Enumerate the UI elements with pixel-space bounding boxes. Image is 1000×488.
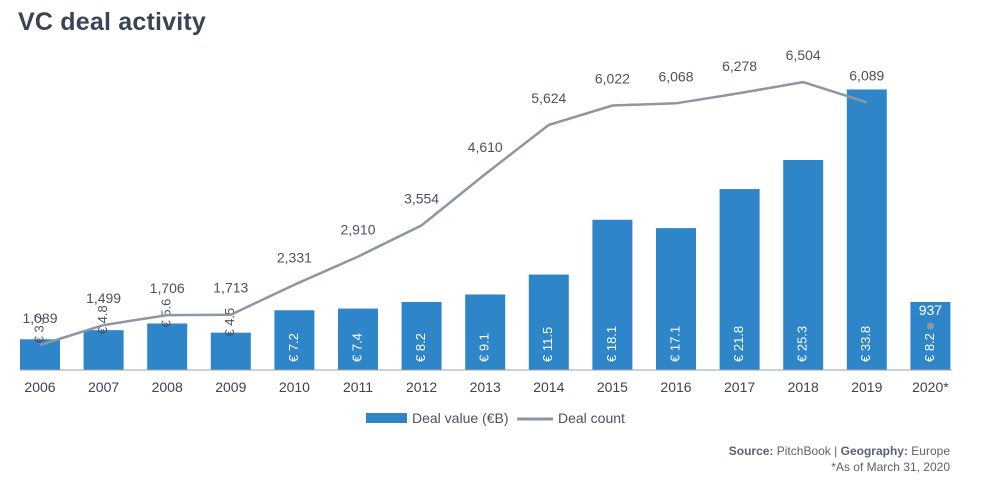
x-tick-label: 2015 [597, 379, 628, 395]
bar-2015 [592, 219, 633, 370]
x-tick-label: 2018 [788, 379, 819, 395]
x-tick-label: 2013 [470, 379, 501, 395]
source-value: PitchBook [776, 444, 831, 458]
x-tick-label: 2006 [24, 379, 55, 395]
source-separator: | [834, 444, 838, 458]
bar-value-label: € 9.1 [477, 333, 492, 362]
x-tick-label: 2008 [152, 379, 183, 395]
x-tick-label: 2011 [343, 379, 373, 395]
bars-layer: € 3.7 € 4.8 € 5.6 € 4.5€ 7.2 € 7.4 € 8.2 € 9.1… [20, 89, 951, 371]
line-value-label: 6,278 [722, 58, 757, 74]
line-value-label: 2,331 [277, 250, 312, 266]
line-value-label: 5,624 [531, 90, 566, 106]
x-tick-label: 2014 [533, 379, 564, 395]
footnote: *As of March 31, 2020 [831, 460, 950, 474]
bar-2013 [465, 294, 506, 370]
x-tick-label: 2020* [912, 379, 949, 395]
bar-value-label: € 17.1 [667, 326, 682, 362]
x-tick-label: 2007 [88, 379, 119, 395]
deal-count-line [39, 80, 868, 347]
line-value-label: 1,713 [213, 280, 248, 296]
legend-line-label: Deal count [558, 410, 625, 426]
bar-2014 [528, 274, 569, 370]
bar-2018 [783, 160, 824, 370]
line-layer: 1,089 1,499 1,706 1,713 2,331 2,910 3,554 4,610… [22, 47, 943, 347]
bar-value-label: € 8.2 [922, 333, 937, 362]
line-value-label: 2,910 [340, 222, 375, 238]
bar-2017 [719, 189, 760, 370]
bar-value-label: € 33.8 [858, 326, 873, 362]
line-value-label: 6,022 [595, 71, 630, 87]
x-tick-label: 2016 [660, 379, 691, 395]
line-value-label: 1,089 [22, 310, 57, 326]
line-value-label: 6,068 [658, 68, 693, 84]
bar-value-label: € 21.8 [731, 326, 746, 362]
bar-2008 [147, 323, 188, 370]
x-tick-label: 2019 [851, 379, 882, 395]
line-value-label: 3,554 [404, 190, 439, 206]
x-tick-label: 2017 [724, 379, 755, 395]
source-note: Source: PitchBook | Geography: Europe *A… [729, 443, 950, 475]
bar-2007 [83, 330, 124, 370]
source-line: Source: PitchBook | Geography: Europe [729, 443, 950, 459]
line-value-label: 4,610 [468, 139, 503, 155]
chart-title: VC deal activity [18, 8, 207, 36]
line-value-label: 1,706 [150, 280, 185, 296]
bar-2012 [401, 301, 442, 370]
axis-layer: 2006 2007 2008 2009 2010 2011 2012 2013 2014 2015… [20, 369, 952, 395]
line-value-label: 937 [919, 302, 943, 318]
legend-bar-swatch [366, 413, 407, 423]
bar-value-label: € 25.3 [795, 326, 810, 362]
bar-value-label: € 4.8 [95, 305, 110, 334]
bar-2010 [274, 310, 315, 370]
bar-2020 [910, 301, 951, 370]
geography-label: Geography: [840, 444, 908, 458]
bar-2019 [846, 89, 887, 371]
bar-value-label: € 5.6 [159, 299, 174, 328]
deal-count-point [926, 322, 934, 330]
bar-value-label: € 8.2 [413, 333, 428, 362]
bar-2009 [210, 332, 251, 370]
x-tick-label: 2009 [215, 379, 246, 395]
bar-2011 [338, 308, 378, 370]
line-value-label: 6,089 [849, 67, 884, 83]
bar-value-label: € 7.4 [349, 333, 364, 362]
bar-value-label: € 3.7 [31, 314, 46, 343]
line-value-label: 1,499 [86, 290, 121, 306]
x-tick-label: 2012 [406, 379, 437, 395]
bar-value-label: € 7.2 [286, 333, 301, 362]
source-label: Source: [728, 444, 774, 458]
bar-value-label: € 18.1 [604, 326, 619, 362]
x-tick-label: 2010 [279, 379, 310, 395]
bar-value-label: € 11.5 [540, 327, 555, 362]
geography-value: Europe [911, 444, 950, 458]
line-value-label: 6,504 [786, 47, 821, 63]
bar-2016 [656, 228, 696, 370]
legend-bar-label: Deal value (€B) [412, 410, 509, 426]
legend: Deal value (€B) Deal count [366, 410, 625, 426]
